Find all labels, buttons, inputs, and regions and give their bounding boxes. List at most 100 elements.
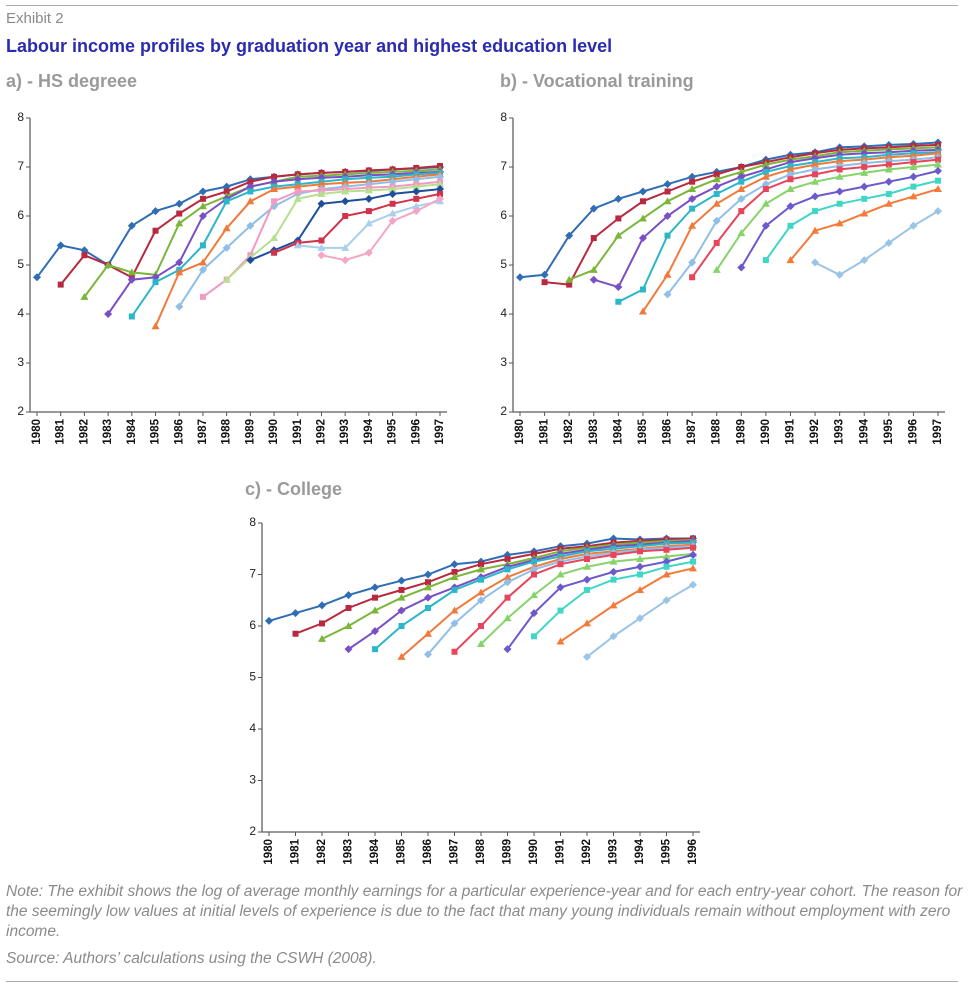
marker	[609, 601, 618, 609]
x-tick-label: 1989	[502, 839, 514, 865]
marker	[614, 231, 623, 239]
y-tick-label: 4	[500, 306, 507, 320]
marker	[762, 168, 769, 175]
marker	[271, 249, 278, 256]
marker	[152, 227, 159, 234]
marker	[787, 176, 794, 183]
marker	[127, 268, 136, 276]
x-tick-label: 1996	[410, 419, 422, 445]
series-line	[519, 141, 939, 279]
marker	[364, 186, 373, 194]
marker	[811, 226, 820, 234]
marker	[222, 243, 231, 252]
marker	[412, 182, 421, 190]
x-tick-label: 1997	[932, 419, 944, 445]
x-tick-label: 1995	[387, 418, 399, 444]
marker	[662, 552, 671, 560]
marker	[198, 265, 207, 274]
series-line	[568, 146, 939, 281]
marker	[638, 234, 647, 243]
marker	[247, 188, 254, 195]
marker	[610, 551, 617, 558]
marker	[583, 619, 591, 627]
marker	[638, 187, 647, 196]
x-tick-label: 1997	[434, 419, 446, 445]
marker	[503, 645, 512, 654]
marker	[884, 153, 893, 161]
marker	[689, 580, 697, 589]
marker	[504, 566, 511, 573]
x-tick-label: 1980	[263, 839, 275, 865]
marker	[398, 623, 405, 629]
marker	[531, 558, 537, 565]
marker	[662, 570, 671, 578]
x-tick-label: 1988	[711, 418, 723, 444]
marker	[663, 212, 672, 220]
marker	[786, 185, 795, 193]
marker	[786, 256, 795, 264]
marker	[477, 588, 485, 596]
x-tick-label: 1990	[760, 419, 772, 445]
marker	[786, 165, 795, 173]
x-tick-label: 1984	[126, 418, 138, 444]
marker	[541, 279, 548, 286]
marker	[222, 275, 231, 283]
marker	[246, 256, 255, 265]
marker	[934, 160, 942, 168]
marker	[531, 633, 537, 640]
marker	[690, 544, 696, 551]
marker	[712, 182, 721, 191]
marker	[835, 219, 844, 227]
marker	[341, 197, 350, 206]
marker	[713, 171, 720, 178]
marker	[861, 164, 868, 170]
x-tick-label: 1990	[528, 839, 540, 865]
x-tick-label: 1988	[221, 418, 233, 444]
series-line	[295, 537, 694, 635]
marker	[477, 640, 485, 648]
marker	[199, 195, 206, 202]
series-line	[715, 163, 939, 271]
marker	[341, 187, 350, 195]
series-line	[666, 156, 939, 296]
series-line	[321, 197, 441, 262]
x-tick-label: 1987	[686, 419, 698, 445]
marker	[365, 208, 372, 215]
marker	[389, 200, 396, 207]
marker	[319, 620, 325, 627]
marker	[175, 302, 184, 311]
marker	[388, 216, 397, 225]
marker	[292, 630, 299, 637]
x-tick-label: 1983	[588, 419, 600, 445]
marker	[556, 637, 565, 645]
exhibit-title: Labour income profiles by graduation yea…	[6, 36, 613, 56]
marker	[909, 151, 918, 159]
marker	[934, 207, 942, 216]
marker	[811, 177, 820, 185]
marker	[503, 573, 512, 581]
marker	[317, 180, 326, 188]
marker	[424, 583, 432, 591]
marker	[584, 556, 590, 563]
marker	[589, 265, 598, 273]
x-tick-label: 1994	[634, 838, 646, 864]
marker	[909, 172, 918, 181]
marker	[787, 222, 794, 229]
marker	[317, 251, 326, 260]
x-tick-label: 1993	[608, 839, 620, 865]
marker	[910, 183, 917, 190]
marker	[317, 243, 326, 251]
x-tick-label: 1989	[244, 419, 256, 445]
marker	[610, 576, 617, 583]
marker	[664, 188, 671, 195]
marker	[450, 619, 459, 628]
panel-title: b) - Vocational training	[500, 71, 694, 91]
marker	[318, 601, 326, 610]
bottom-rule	[6, 981, 958, 982]
marker	[397, 593, 406, 601]
marker	[412, 202, 421, 210]
marker	[198, 202, 207, 210]
marker	[663, 197, 672, 205]
marker	[663, 290, 672, 299]
marker	[478, 576, 484, 583]
